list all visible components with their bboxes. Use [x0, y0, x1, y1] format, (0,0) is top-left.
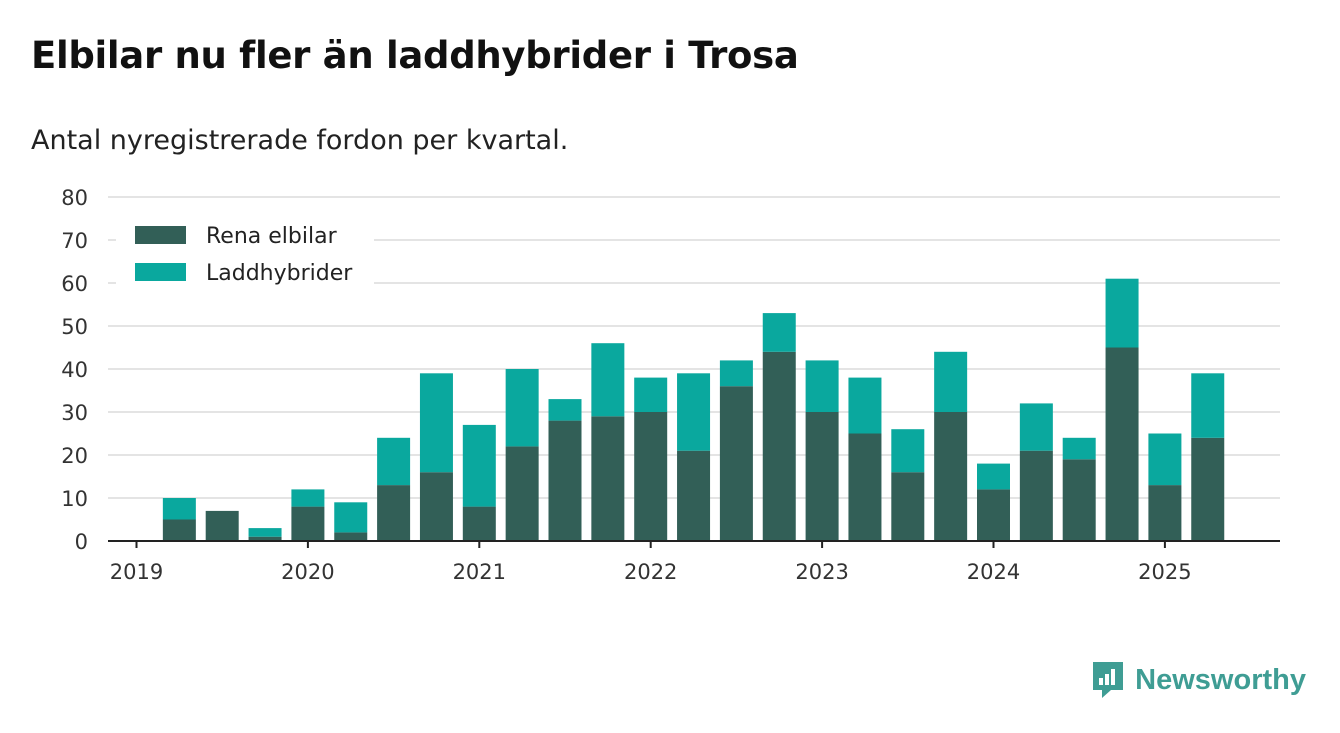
legend-swatch: [135, 263, 186, 281]
bar-rena-elbilar: [762, 351, 796, 541]
y-tick-label: 10: [61, 487, 88, 511]
bar-rena-elbilar: [462, 506, 496, 541]
legend-label: Laddhybrider: [206, 261, 353, 286]
bar-laddhybrider: [505, 369, 539, 447]
bar-rena-elbilar: [1105, 347, 1139, 541]
y-tick-label: 30: [61, 401, 88, 425]
x-tick-label: 2022: [624, 560, 677, 584]
brand-name: Newsworthy: [1135, 663, 1306, 696]
x-tick-label: 2023: [795, 560, 848, 584]
bar-laddhybrider: [677, 373, 711, 451]
bar-laddhybrider: [291, 489, 325, 507]
bar-rena-elbilar: [1062, 459, 1096, 541]
x-tick-label: 2021: [453, 560, 506, 584]
bar-rena-elbilar: [677, 450, 711, 541]
bar-laddhybrider: [419, 373, 453, 473]
bar-laddhybrider: [162, 498, 196, 520]
chart-title: Elbilar nu fler än laddhybrider i Trosa: [31, 34, 799, 77]
bar-rena-elbilar: [634, 412, 668, 541]
bar-laddhybrider: [977, 463, 1010, 490]
bar-rena-elbilar: [719, 386, 753, 541]
bar-rena-elbilar: [419, 472, 453, 541]
y-tick-label: 80: [61, 186, 88, 210]
bar-rena-elbilar: [977, 489, 1010, 541]
bar-rena-elbilar: [591, 416, 625, 541]
bar-laddhybrider: [248, 528, 282, 537]
bar-rena-elbilar: [334, 532, 368, 541]
bar-laddhybrider: [634, 377, 668, 412]
bar-rena-elbilar: [291, 506, 325, 541]
bar-rena-elbilar: [1019, 450, 1053, 541]
x-tick-label: 2019: [110, 560, 163, 584]
y-tick-label: 70: [61, 229, 88, 253]
bar-laddhybrider: [591, 343, 625, 417]
bar-rena-elbilar: [248, 536, 282, 541]
bar-rena-elbilar: [205, 510, 239, 541]
newsworthy-logo-icon: [1093, 662, 1124, 698]
x-tick-label: 2020: [281, 560, 334, 584]
y-tick-label: 60: [61, 272, 88, 296]
x-tick-label: 2025: [1138, 560, 1191, 584]
bar-rena-elbilar: [548, 420, 582, 541]
bar-rena-elbilar: [1191, 437, 1225, 541]
bar-laddhybrider: [934, 351, 968, 412]
bar-laddhybrider: [1191, 373, 1225, 438]
bar-rena-elbilar: [162, 519, 196, 541]
bar-laddhybrider: [377, 437, 411, 486]
bar-laddhybrider: [548, 399, 582, 421]
bar-rena-elbilar: [377, 485, 411, 541]
legend-label: Rena elbilar: [206, 224, 338, 249]
bar-laddhybrider: [1019, 403, 1053, 451]
bar-laddhybrider: [1062, 437, 1096, 460]
bar-rena-elbilar: [805, 412, 839, 541]
bar-laddhybrider: [719, 360, 753, 387]
y-tick-label: 40: [61, 358, 88, 382]
y-tick-label: 20: [61, 444, 88, 468]
y-tick-label: 0: [75, 530, 88, 554]
chart-subtitle: Antal nyregistrerade fordon per kvartal.: [31, 125, 569, 156]
bar-laddhybrider: [1105, 278, 1139, 348]
bar-laddhybrider: [805, 360, 839, 412]
bar-rena-elbilar: [1148, 485, 1182, 541]
bar-laddhybrider: [891, 429, 925, 473]
bar-laddhybrider: [1148, 433, 1182, 486]
bar-laddhybrider: [762, 313, 796, 352]
bar-laddhybrider: [334, 502, 368, 533]
y-tick-label: 50: [61, 315, 88, 339]
bar-rena-elbilar: [934, 412, 968, 541]
bar-rena-elbilar: [848, 433, 882, 541]
bar-rena-elbilar: [891, 472, 925, 541]
brand: Newsworthy: [1091, 660, 1306, 700]
legend-swatch: [135, 226, 186, 244]
bar-laddhybrider: [462, 424, 496, 507]
bar-laddhybrider: [848, 377, 882, 434]
bar-rena-elbilar: [505, 446, 539, 541]
x-tick-label: 2024: [967, 560, 1020, 584]
